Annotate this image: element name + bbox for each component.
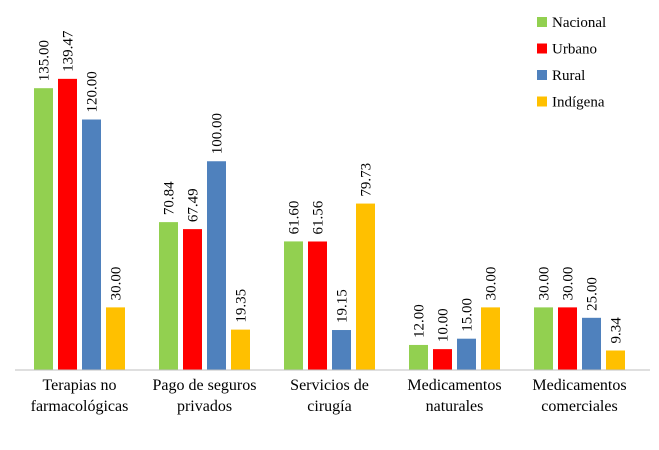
x-tick-label: Servicios de cirugía	[290, 377, 369, 415]
bar	[183, 229, 202, 370]
legend-swatch	[537, 70, 547, 80]
bar	[308, 241, 327, 370]
value-label: 15.00	[460, 298, 476, 332]
bar	[606, 350, 625, 370]
legend-label: Nacional	[552, 15, 606, 31]
x-tick-label: Terapias no farmacológicas	[30, 377, 129, 415]
value-label: 67.49	[186, 188, 202, 222]
legend-swatch	[537, 43, 547, 54]
value-label: 61.56	[311, 200, 327, 234]
value-label: 19.15	[335, 289, 351, 323]
bar	[159, 222, 178, 370]
value-label: 30.00	[109, 267, 125, 301]
value-label: 12.00	[412, 304, 428, 338]
bar	[481, 307, 500, 370]
value-label: 25.00	[585, 277, 601, 311]
bar	[558, 307, 577, 370]
value-label: 30.00	[484, 267, 500, 301]
value-label: 30.00	[561, 267, 577, 301]
value-label: 9.34	[609, 317, 625, 344]
value-label: 10.00	[436, 308, 452, 342]
value-label: 30.00	[537, 267, 553, 301]
legend-swatch	[537, 17, 547, 27]
bar	[207, 161, 226, 370]
x-tick-label: Pago de seguros privados	[152, 377, 257, 415]
bar	[58, 78, 77, 370]
bar	[82, 119, 101, 370]
bar	[457, 338, 476, 370]
legend-label: Rural	[552, 68, 585, 84]
legend-label: Indígena	[552, 95, 605, 111]
x-tick-label: Medicamentos naturales	[407, 377, 502, 415]
value-label: 19.35	[234, 289, 250, 323]
bar	[582, 317, 601, 370]
bar	[534, 307, 553, 370]
value-label: 120.00	[85, 71, 101, 112]
bar	[433, 349, 452, 370]
value-label: 139.47	[61, 30, 77, 72]
bar	[34, 88, 53, 370]
bar	[332, 330, 351, 370]
legend-label: Urbano	[552, 42, 597, 58]
value-label: 100.00	[210, 113, 226, 154]
value-label: 61.60	[287, 201, 303, 235]
legend-swatch	[537, 96, 547, 107]
bar	[409, 344, 428, 370]
value-label: 135.00	[37, 40, 53, 81]
x-tick-label: Medicamentos comerciales	[532, 377, 627, 415]
bar	[284, 241, 303, 370]
bar	[106, 307, 125, 370]
value-label: 70.84	[162, 181, 178, 215]
bar	[356, 203, 375, 370]
bar	[231, 329, 250, 370]
value-label: 79.73	[359, 163, 375, 197]
